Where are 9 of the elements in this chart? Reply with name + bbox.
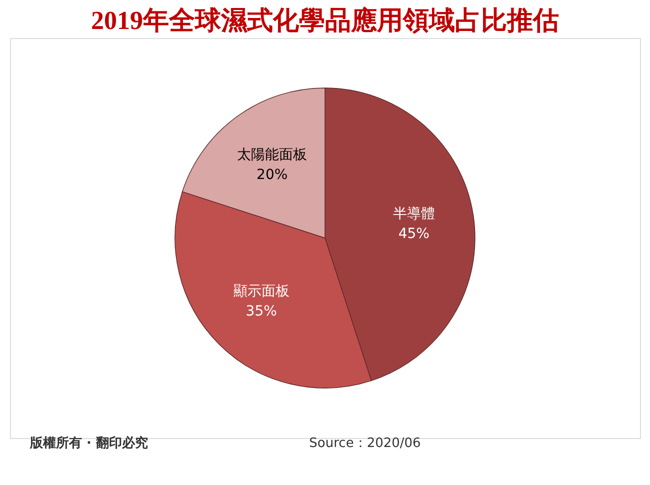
text: 版權所有 · 翻印必究 — [29, 435, 148, 451]
data-label: 45% — [398, 226, 430, 242]
source-note: Source：2020/06 — [309, 436, 421, 451]
slice-label: 太陽能面板 — [237, 147, 308, 164]
chart-title: 2019年全球濕式化學品應用領域占比推估 — [91, 6, 559, 35]
data-label: 20% — [256, 167, 288, 184]
data-label: 35% — [246, 304, 277, 320]
slice-label: 顯示面板 — [233, 284, 290, 300]
slice-label: 半導體 — [392, 206, 435, 222]
